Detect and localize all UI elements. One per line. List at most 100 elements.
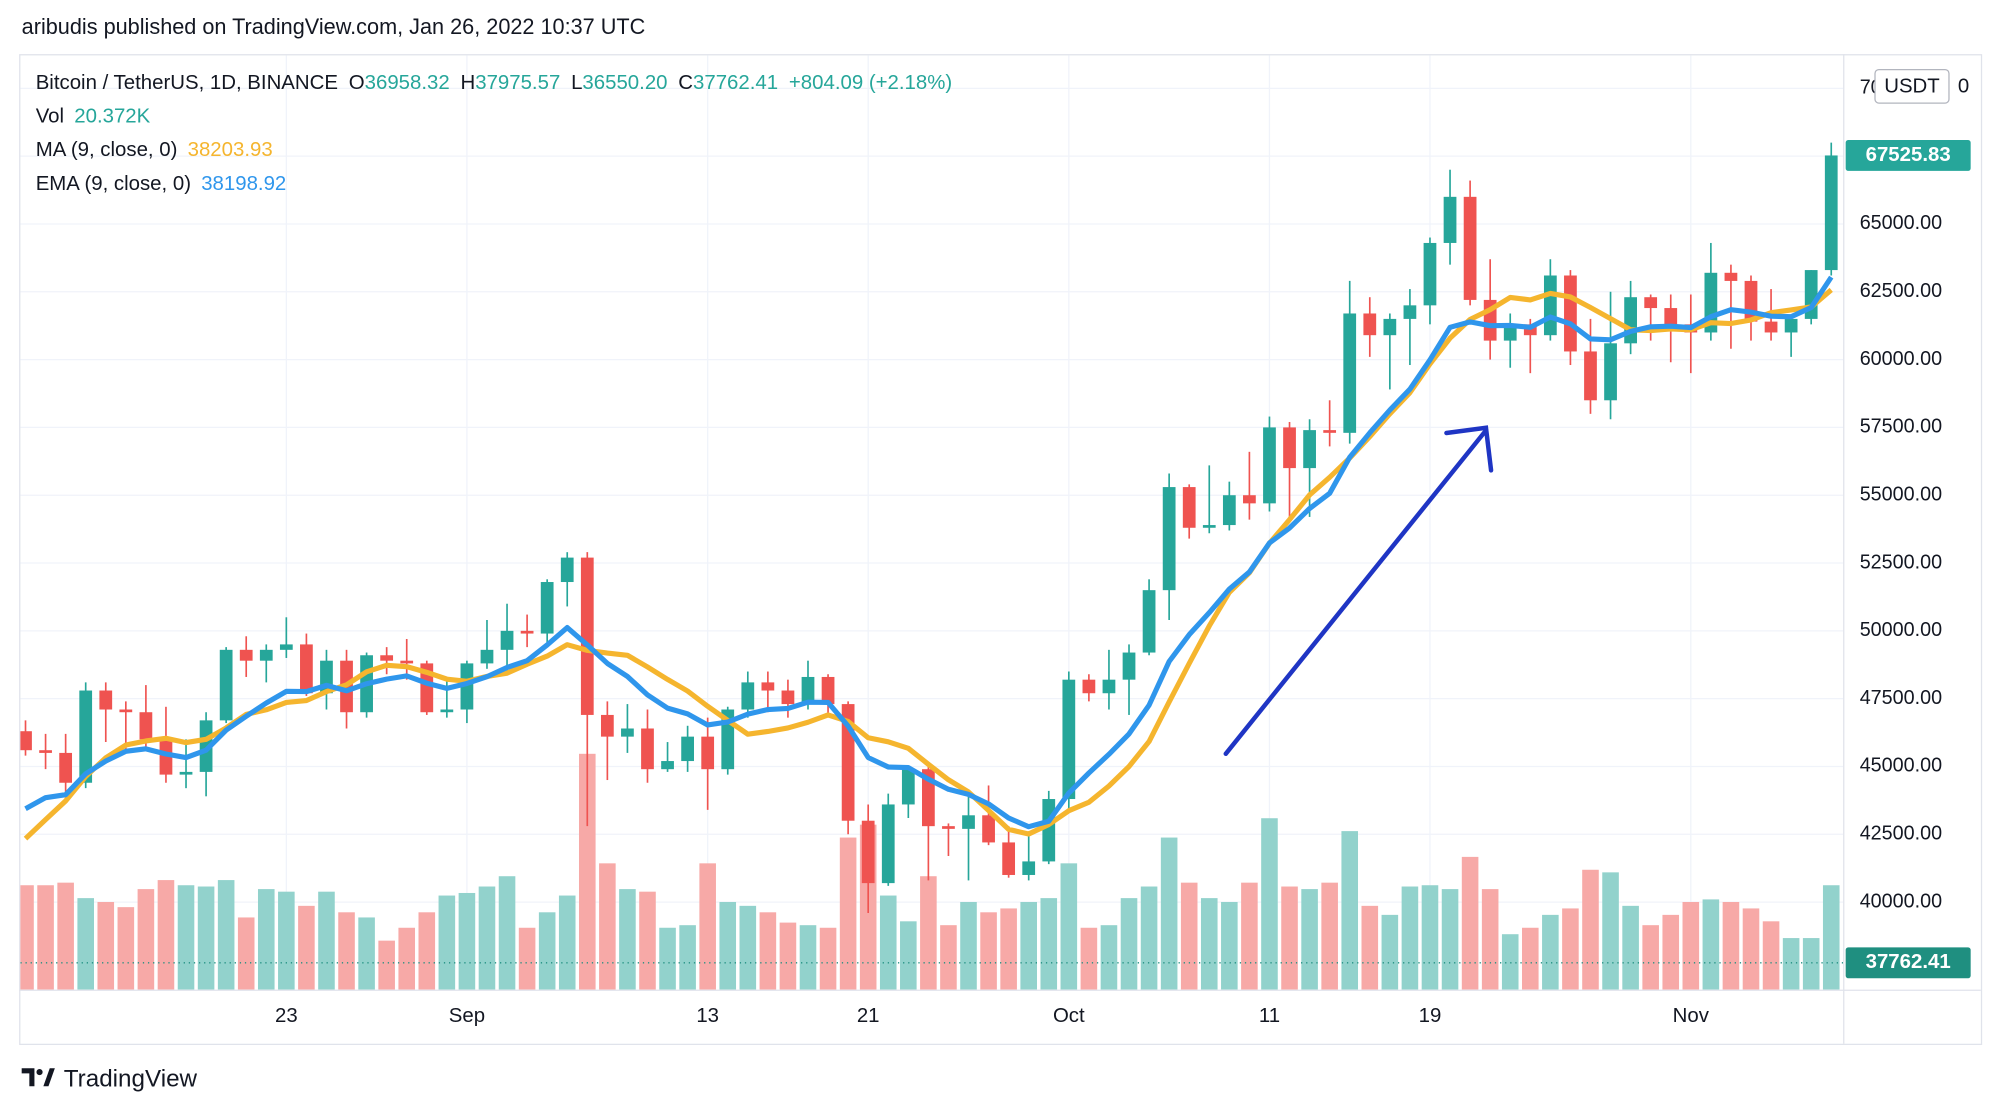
candle-body bbox=[1463, 196, 1477, 300]
candle-body bbox=[982, 815, 995, 843]
currency-badge[interactable] bbox=[1874, 68, 1950, 104]
candle-body bbox=[259, 649, 273, 661]
badge-mask bbox=[1955, 69, 1976, 104]
volume-bar bbox=[1341, 831, 1359, 990]
volume-bar bbox=[1742, 908, 1760, 990]
candle-body bbox=[59, 752, 73, 783]
indicator-value: 38203.93 bbox=[188, 139, 273, 162]
x-tick-label: 23 bbox=[275, 1004, 298, 1027]
ohlc-label: O bbox=[349, 71, 365, 94]
candle-body bbox=[520, 630, 534, 634]
volume-bar bbox=[900, 921, 917, 990]
x-tick-label: Oct bbox=[1053, 1004, 1085, 1027]
candle-body bbox=[1283, 427, 1296, 469]
volume-bar bbox=[1782, 938, 1800, 990]
volume-bar bbox=[1160, 837, 1178, 990]
candle-body bbox=[540, 582, 554, 634]
volume-bar bbox=[960, 901, 977, 990]
volume-bar bbox=[1200, 898, 1218, 990]
volume-bar bbox=[699, 863, 716, 990]
volume-bar bbox=[1441, 889, 1459, 990]
candle-body bbox=[1724, 272, 1738, 281]
ma-line bbox=[23, 287, 1833, 841]
volume-bar bbox=[1722, 901, 1740, 990]
volume-bar bbox=[1361, 905, 1379, 990]
y-tick-label: 45000.00 bbox=[1860, 755, 1942, 777]
candle-body bbox=[1222, 495, 1236, 526]
candle-body bbox=[1042, 799, 1056, 862]
volume-bar bbox=[1461, 856, 1479, 990]
candle-body bbox=[1002, 842, 1016, 875]
candle-body bbox=[1363, 313, 1377, 336]
price-tag bbox=[1845, 139, 1971, 171]
candle-body bbox=[1443, 196, 1457, 243]
volume-bar bbox=[438, 895, 456, 990]
currency-label[interactable]: USDT bbox=[1884, 74, 1940, 97]
indicator-entry: Vol 20.372K bbox=[36, 105, 151, 128]
candle-body bbox=[239, 649, 253, 661]
candle-body bbox=[1644, 297, 1658, 309]
volume-bar bbox=[1401, 886, 1419, 990]
indicator-name: EMA (9, close, 0) bbox=[36, 172, 191, 195]
candle-body bbox=[1162, 487, 1176, 591]
volume-bar bbox=[599, 863, 616, 990]
ohlc-label: H bbox=[460, 71, 475, 94]
y-tick-label: 40000.00 bbox=[1860, 890, 1942, 912]
candle-body bbox=[1323, 430, 1337, 433]
volume-bar bbox=[257, 889, 275, 990]
volume-bar bbox=[318, 891, 335, 990]
candle-body bbox=[560, 557, 574, 583]
volume-bar bbox=[1522, 927, 1539, 990]
chart-frame bbox=[19, 54, 1983, 1046]
volume-bar bbox=[639, 891, 656, 990]
candle-body bbox=[681, 736, 694, 762]
volume-bar bbox=[579, 753, 596, 990]
volume-bar bbox=[719, 901, 737, 990]
price-tag-label: 37762.41 bbox=[1866, 950, 1951, 973]
candle-body bbox=[500, 630, 514, 650]
candle-body bbox=[1243, 495, 1256, 504]
volume-bar bbox=[980, 912, 997, 990]
candle-body bbox=[20, 731, 32, 751]
price-tag-label: 67525.83 bbox=[1866, 143, 1951, 166]
legend-line: Bitcoin / TetherUS, 1D, BINANCE O36958.3… bbox=[36, 71, 952, 94]
volume-bar bbox=[920, 876, 937, 990]
candle-body bbox=[199, 720, 213, 772]
candle-body bbox=[79, 690, 93, 783]
volume-bar bbox=[1080, 927, 1098, 990]
x-tick-label: 11 bbox=[1259, 1004, 1280, 1027]
candle-body bbox=[1403, 305, 1417, 319]
price-tag bbox=[1845, 947, 1971, 979]
volume-bar bbox=[1221, 901, 1238, 990]
candle-body bbox=[1423, 242, 1437, 306]
volume-bar bbox=[1241, 882, 1258, 990]
x-tick-label: Nov bbox=[1673, 1004, 1710, 1027]
volume-bar bbox=[1602, 872, 1619, 990]
volume-bar bbox=[478, 886, 496, 990]
change: +804.09 (+2.18%) bbox=[789, 71, 952, 94]
ohlc-label: L bbox=[571, 71, 582, 94]
candle-body bbox=[1122, 652, 1136, 680]
candle-body bbox=[1082, 679, 1096, 694]
indicator-legend: Vol 20.372K MA (9, close, 0) 38203.93 EMA (9… bbox=[36, 105, 287, 196]
drawn-arrow bbox=[1223, 425, 1494, 757]
volume-bar bbox=[1501, 934, 1519, 990]
ema-line bbox=[24, 275, 1834, 830]
candle-body bbox=[1062, 679, 1076, 800]
volume-bar bbox=[619, 889, 636, 990]
candle-body bbox=[701, 736, 715, 770]
candle-body bbox=[1624, 297, 1637, 344]
volume-bar bbox=[57, 882, 74, 990]
volume-bar bbox=[1140, 886, 1158, 990]
candle-body bbox=[400, 660, 414, 664]
candle-body bbox=[600, 714, 614, 737]
volume-bar bbox=[1060, 863, 1078, 990]
volume-bar bbox=[137, 889, 155, 990]
candle-body bbox=[460, 663, 474, 710]
indicator-entry: MA (9, close, 0) 38203.93 bbox=[36, 139, 273, 162]
volume-bar bbox=[779, 922, 797, 990]
volume-bar bbox=[77, 898, 94, 990]
candle-body bbox=[300, 644, 313, 694]
indicator-value: 20.372K bbox=[74, 105, 150, 128]
